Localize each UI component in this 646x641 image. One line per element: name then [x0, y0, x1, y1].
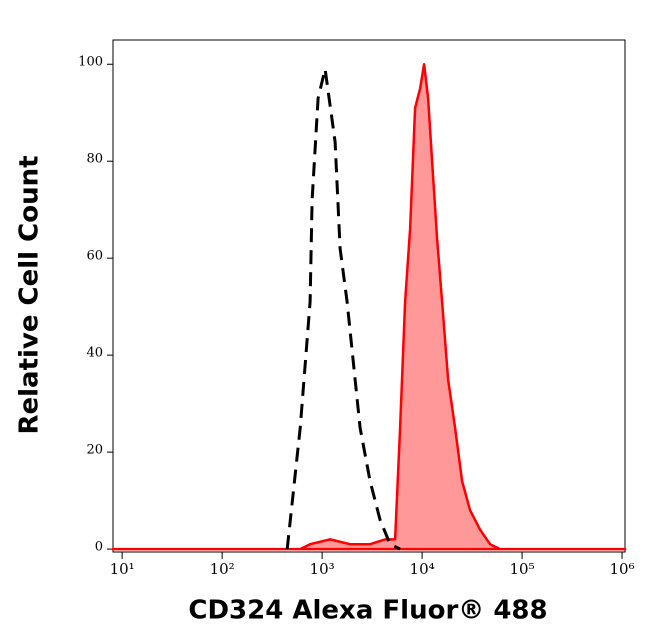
- y-axis-title: Relative Cell Count: [15, 155, 45, 434]
- plot-frame: [112, 39, 626, 553]
- x-tick-label: 10⁴: [410, 560, 435, 578]
- y-tick-label: 0: [95, 540, 103, 555]
- y-tick-label: 60: [86, 249, 103, 264]
- x-tick-label: 10⁶: [610, 560, 635, 578]
- y-tick-label: 100: [78, 55, 103, 70]
- x-tick-label: 10⁵: [510, 560, 535, 578]
- y-tick-label: 20: [86, 443, 103, 458]
- y-tick-label: 40: [86, 346, 103, 361]
- histogram-curve: [285, 67, 401, 551]
- x-tick-label: 10³: [310, 560, 335, 578]
- x-tick-label: 10²: [210, 560, 235, 578]
- x-axis-title: CD324 Alexa Fluor® 488: [188, 596, 547, 626]
- histogram-curve: [111, 62, 627, 551]
- x-tick-label: 10¹: [110, 560, 135, 578]
- y-tick-label: 80: [86, 152, 103, 167]
